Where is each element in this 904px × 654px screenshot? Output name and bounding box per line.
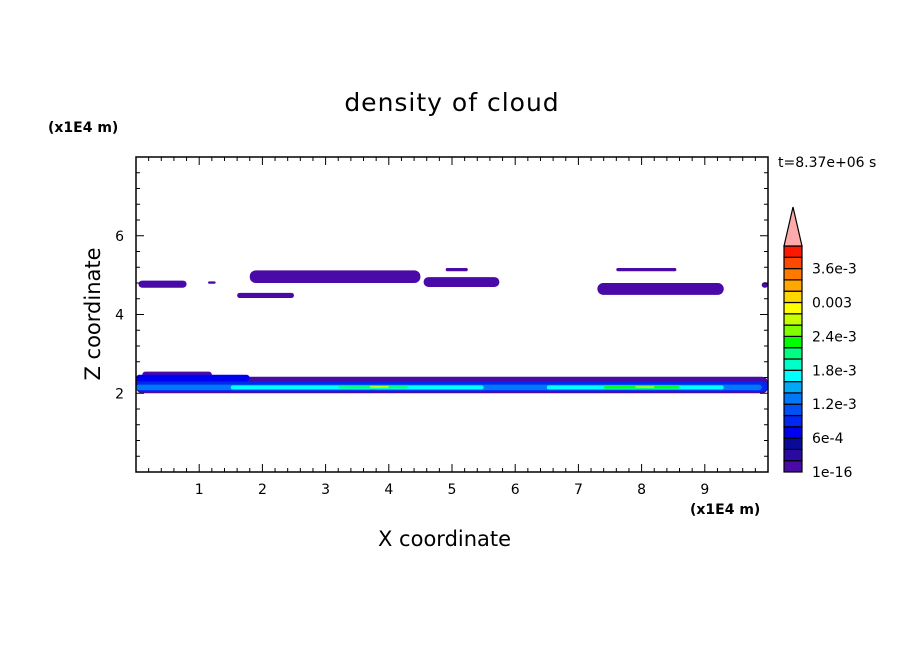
colorbar-swatch — [783, 414, 803, 428]
colorbar-swatch — [783, 381, 803, 394]
x-tick-label: 8 — [637, 482, 646, 498]
colorbar-tick-label: 6e-4 — [812, 431, 844, 447]
x-unit-label: (x1E4 m) — [690, 502, 761, 518]
colorbar-swatch — [783, 460, 803, 473]
time-label: t=8.37e+06 s — [778, 155, 877, 171]
colorbar-swatch — [783, 437, 803, 451]
x-tick-label: 1 — [195, 482, 204, 498]
colorbar-swatch — [783, 369, 803, 383]
colorbar-tick-label: 1e-16 — [812, 465, 852, 481]
plot-frame — [135, 156, 769, 473]
colorbar-swatch — [783, 301, 803, 315]
y-tick-label: 6 — [115, 229, 124, 245]
colorbar-tick-label: 3.6e-3 — [812, 262, 857, 278]
colorbar-swatch — [783, 335, 803, 349]
contour-region — [423, 277, 500, 287]
x-tick-label: 4 — [384, 482, 393, 498]
contour-region — [249, 270, 421, 283]
colorbar-swatch — [783, 403, 803, 417]
chart-title: density of cloud — [344, 88, 560, 117]
colorbar-swatch — [783, 448, 803, 462]
colorbar-swatch — [783, 313, 803, 326]
colorbar-tick-label: 2.4e-3 — [812, 329, 857, 345]
colorbar-swatch — [783, 245, 803, 258]
y-tick-label: 4 — [115, 308, 124, 324]
x-axis-label: X coordinate — [378, 527, 512, 551]
contour-region — [616, 268, 677, 272]
x-tick-label: 9 — [700, 482, 709, 498]
contour-region — [761, 282, 768, 288]
colorbar-swatch — [783, 290, 803, 304]
colorbar-extension-arrow — [783, 206, 803, 247]
contour-region — [445, 268, 468, 272]
colorbar-tick-label: 1.8e-3 — [812, 363, 857, 379]
colorbar-swatch — [783, 268, 803, 281]
x-tick-label: 6 — [511, 482, 520, 498]
contour-region — [597, 283, 724, 295]
colorbar-swatch — [783, 392, 803, 405]
colorbar-swatch — [783, 256, 803, 270]
contour-region — [635, 386, 655, 388]
contour-region — [208, 281, 216, 284]
x-tick-label: 7 — [574, 482, 583, 498]
colorbar-swatch — [783, 324, 803, 338]
x-tick-label: 5 — [448, 482, 457, 498]
x-tick-label: 3 — [321, 482, 330, 498]
colorbar-tick-label: 1.2e-3 — [812, 397, 857, 413]
colorbar-swatch — [783, 358, 803, 371]
colorbar-swatch — [783, 347, 803, 360]
colorbar-swatch — [783, 279, 803, 292]
colorbar-swatch — [783, 426, 803, 439]
contour-region — [138, 280, 187, 288]
contour-region — [369, 386, 389, 388]
y-unit-label: (x1E4 m) — [48, 120, 119, 136]
colorbar-tick-label: 0.003 — [812, 296, 852, 312]
contour-region — [136, 374, 250, 382]
contour-region — [237, 292, 294, 298]
x-tick-label: 2 — [258, 482, 267, 498]
y-tick-label: 2 — [115, 386, 124, 402]
